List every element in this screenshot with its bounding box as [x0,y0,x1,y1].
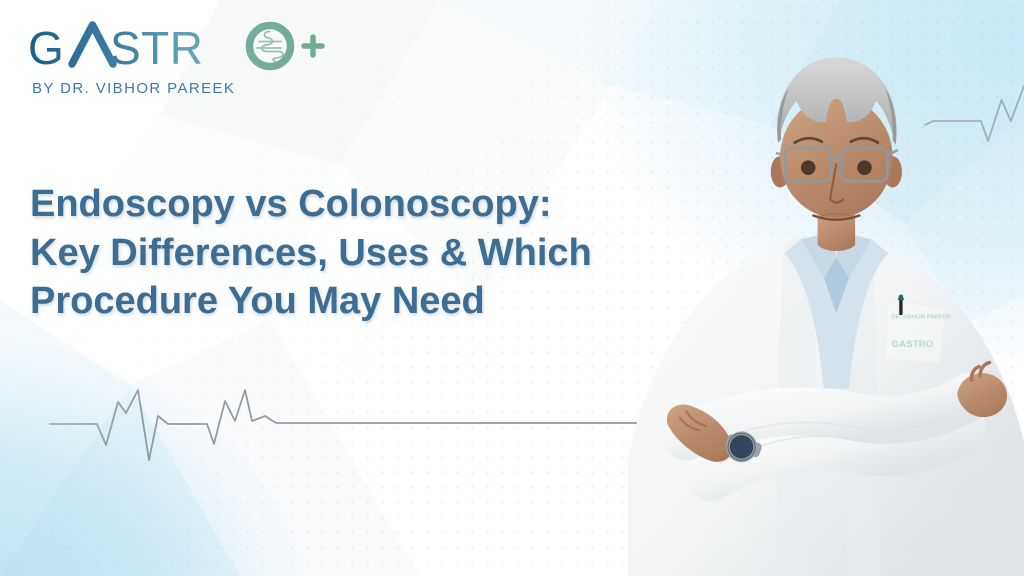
svg-text:GASTRO: GASTRO [892,339,934,349]
svg-text:DR VIBHOR PAREEK: DR VIBHOR PAREEK [892,315,951,321]
svg-text:G: G [28,22,64,74]
svg-text:STR: STR [110,22,204,74]
